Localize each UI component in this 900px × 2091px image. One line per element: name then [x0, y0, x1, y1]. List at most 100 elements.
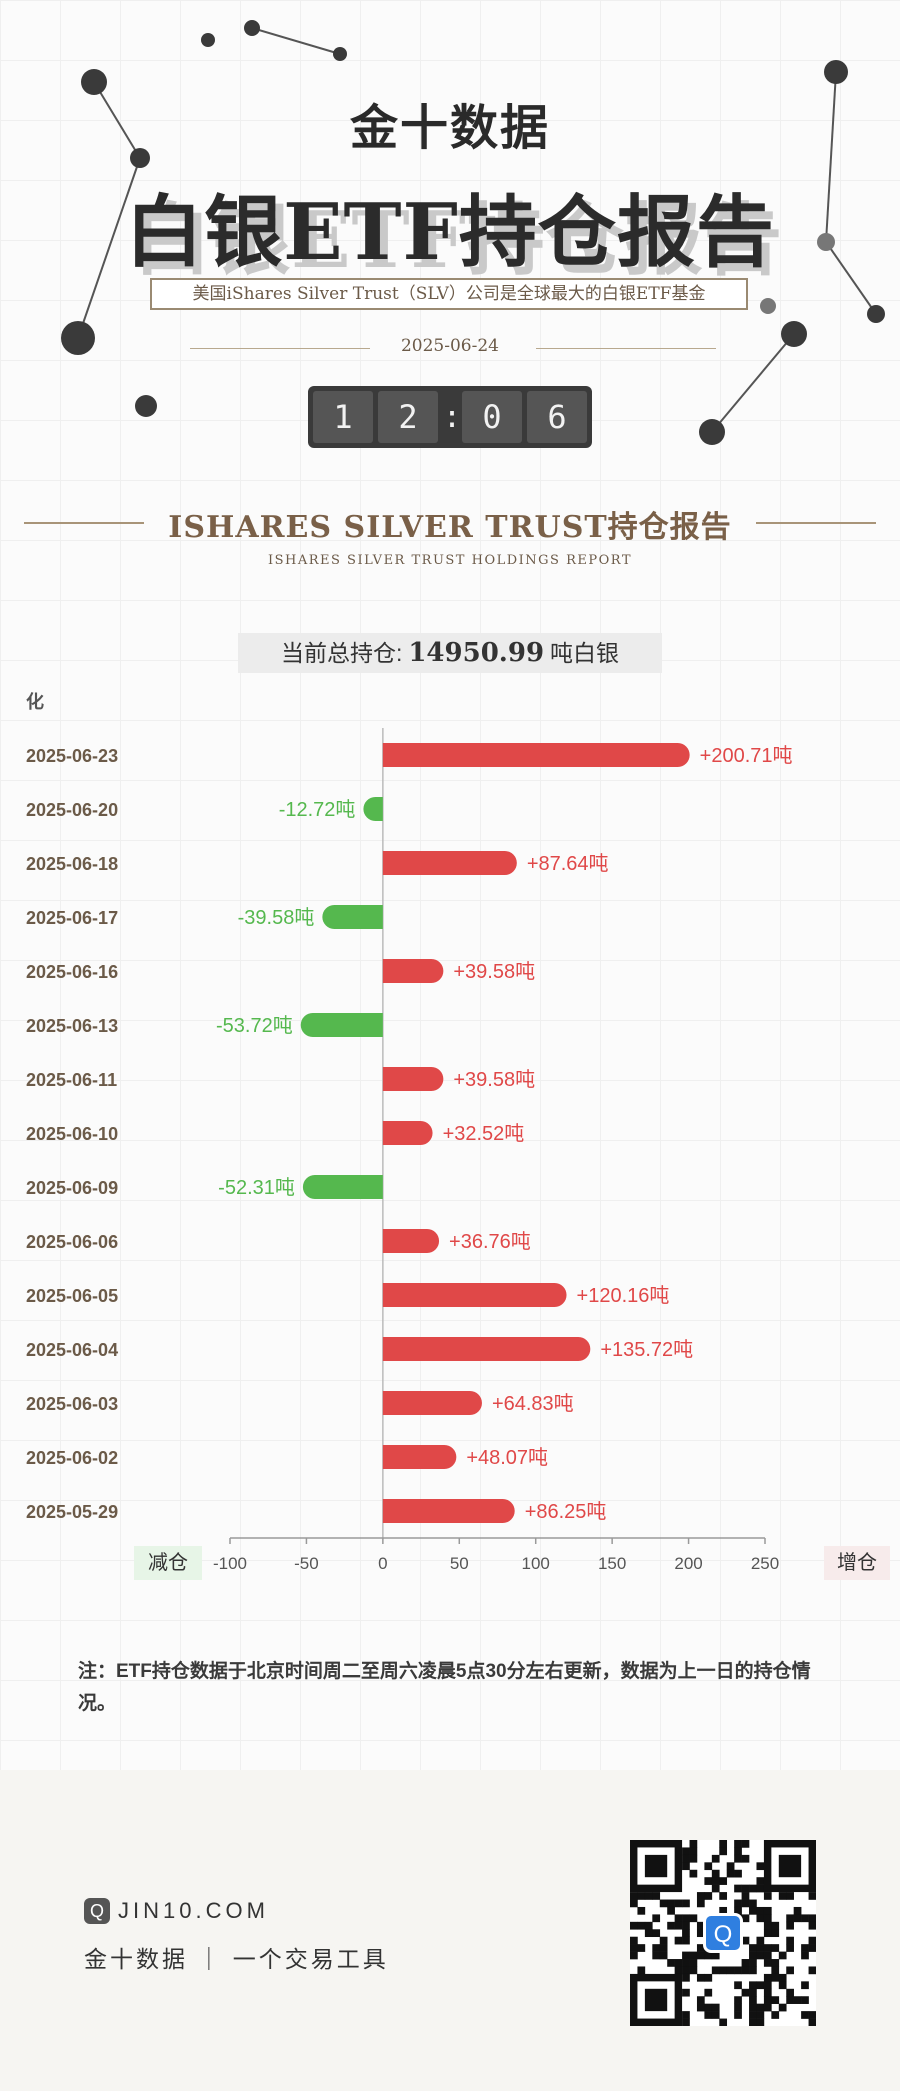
- qr-module: [808, 1921, 817, 1930]
- site-name: JIN10.COM: [118, 1898, 269, 1923]
- qr-module: [711, 1884, 720, 1893]
- increase-tag: 增仓: [824, 1546, 890, 1580]
- section-subtitle: ISHARES SILVER TRUST HOLDINGS REPORT: [267, 553, 633, 568]
- data-label: +120.16吨: [577, 1284, 670, 1307]
- qr-module: [741, 1936, 750, 1945]
- x-tick-label: -50: [294, 1554, 319, 1573]
- data-label: +64.83吨: [492, 1392, 574, 1415]
- qr-module: [719, 1877, 728, 1885]
- update-note: 注：ETF持仓数据于北京时间周二至周六凌晨5点30分左右更新，数据为上一日的持仓…: [78, 1661, 811, 1714]
- qr-module: [704, 1877, 713, 1885]
- qr-module: [771, 1996, 780, 2004]
- qr-module: [749, 2018, 757, 2027]
- jin10-logo-icon: Q: [84, 1898, 110, 1924]
- qr-module: [763, 1988, 772, 1997]
- qr-module: [778, 1892, 787, 1900]
- qr-module: [630, 1892, 638, 1900]
- qr-module: [689, 1869, 698, 1878]
- qr-module: [674, 1914, 683, 1923]
- qr-module: [682, 2011, 690, 2019]
- qr-module: [726, 1862, 735, 1871]
- qr-module: [652, 1892, 661, 1900]
- bar: [382, 1283, 567, 1307]
- x-tick-label: 0: [378, 1554, 387, 1573]
- qr-module: [696, 1899, 705, 1908]
- qr-module: [711, 1869, 720, 1878]
- qr-module: [659, 1899, 668, 1908]
- qr-module: [644, 1929, 653, 1938]
- data-label: +48.07吨: [466, 1446, 548, 1469]
- qr-module: [749, 1899, 757, 1908]
- qr-module: [756, 1944, 765, 1952]
- date-line-right: [536, 348, 716, 349]
- qr-module: [801, 1944, 809, 1952]
- data-label: +39.58吨: [453, 1068, 535, 1091]
- bar: [300, 1013, 383, 1037]
- qr-module: [674, 1936, 683, 1945]
- qr-module: [719, 1840, 728, 1848]
- category-label: 2025-06-23: [26, 746, 118, 766]
- qr-module: [682, 1914, 690, 1923]
- qr-module: [719, 1906, 728, 1915]
- qr-module: [689, 1914, 698, 1923]
- qr-module: [786, 1892, 794, 1900]
- qr-module: [704, 1988, 713, 1997]
- time-digit: 1: [313, 391, 373, 443]
- qr-module: [644, 1892, 653, 1900]
- x-tick-label: 200: [674, 1554, 702, 1573]
- site-link[interactable]: Q JIN10.COM: [84, 1898, 269, 1924]
- qr-module: [719, 2018, 728, 2027]
- qr-module: [756, 1906, 765, 1915]
- qr-module: [763, 1944, 772, 1952]
- qr-module: [682, 1921, 690, 1930]
- category-label: 2025-06-16: [26, 962, 118, 982]
- bar: [382, 1337, 591, 1361]
- qr-module: [756, 2018, 765, 2027]
- data-label: +39.58吨: [453, 960, 535, 983]
- qr-module: [778, 1854, 802, 1878]
- category-label: 2025-06-09: [26, 1178, 118, 1198]
- time-digit: 0: [462, 391, 522, 443]
- qr-module: [652, 1951, 661, 1960]
- qr-module: [696, 1892, 705, 1900]
- data-label: -39.58吨: [238, 906, 315, 929]
- qr-module: [682, 2018, 690, 2027]
- qr-module: [674, 1959, 683, 1967]
- category-label: 2025-06-02: [26, 1448, 118, 1468]
- qr-module: [749, 2011, 757, 2019]
- qr-module: [756, 1914, 765, 1923]
- qr-module: [741, 1988, 750, 1997]
- qr-module: [734, 1899, 742, 1908]
- qr-module: [644, 1854, 668, 1878]
- qr-module: [771, 1966, 780, 1975]
- report-date: 2025-06-24: [400, 336, 499, 356]
- qr-module: [711, 1854, 720, 1863]
- category-label: 2025-06-06: [26, 1232, 118, 1252]
- qr-module: [696, 1921, 705, 1930]
- qr-module: [689, 1840, 698, 1848]
- qr-module: [704, 1862, 713, 1871]
- qr-module: [637, 1966, 646, 1975]
- qr-logo-icon: Q: [703, 1913, 743, 1953]
- qr-module: [741, 1892, 750, 1900]
- qr-module: [667, 1906, 675, 1915]
- qr-module: [749, 2003, 757, 2012]
- data-label: +200.71吨: [700, 744, 793, 767]
- qr-module: [682, 1988, 690, 1997]
- qr-module: [682, 1929, 690, 1938]
- qr-module: [704, 1951, 713, 1960]
- qr-module: [749, 1988, 757, 1997]
- qr-module: [630, 1936, 638, 1945]
- qr-module: [756, 1981, 765, 1990]
- qr-module: [763, 1951, 772, 1960]
- qr-module: [704, 2003, 713, 2012]
- data-label: -52.31吨: [218, 1176, 295, 1199]
- qr-module: [741, 1884, 750, 1893]
- qr-module: [763, 1892, 772, 1900]
- qr-module: [719, 1892, 728, 1900]
- qr-module: [756, 1884, 765, 1893]
- qr-module: [763, 1929, 772, 1938]
- holdings-bar-chart: -100 -50 0 50 100 150 200 250 2025-06-23 +200.71吨…: [26, 728, 793, 1573]
- qr-module: [696, 1929, 705, 1938]
- qr-module: [682, 1854, 690, 1863]
